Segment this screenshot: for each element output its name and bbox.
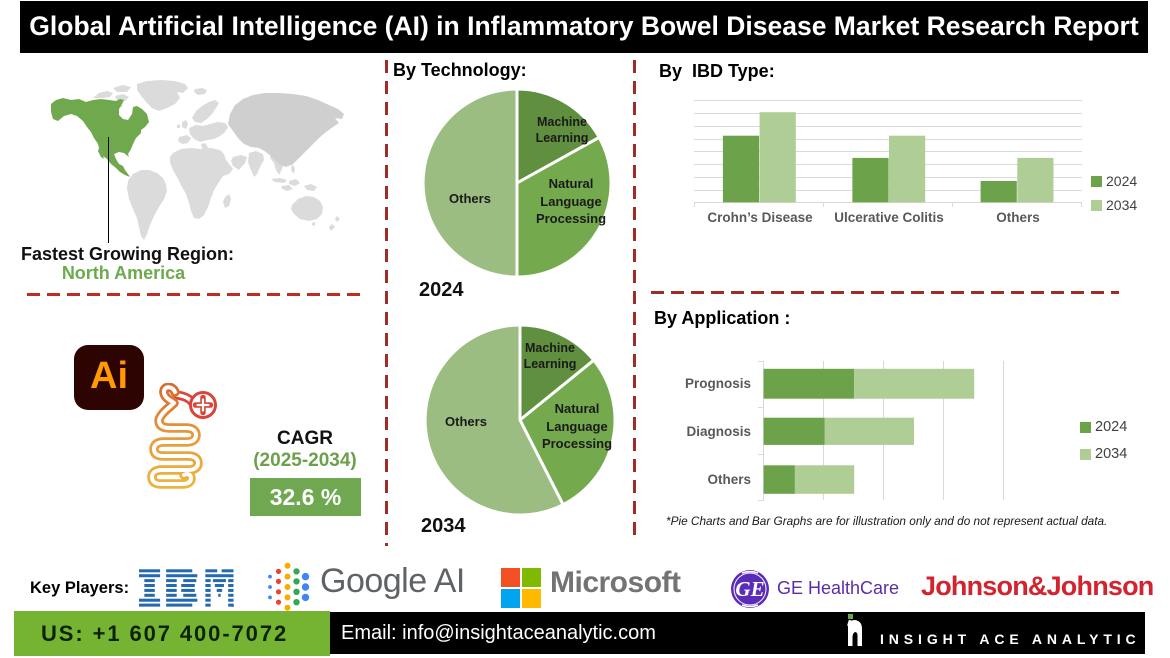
svg-text:GE: GE [735,577,764,601]
